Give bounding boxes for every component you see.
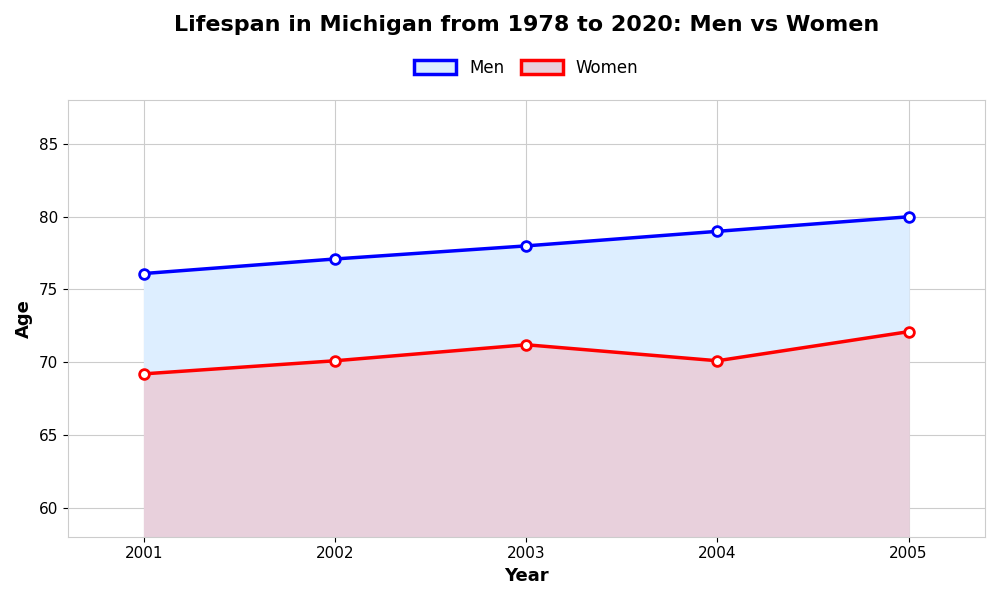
- X-axis label: Year: Year: [504, 567, 549, 585]
- Y-axis label: Age: Age: [15, 299, 33, 338]
- Legend: Men, Women: Men, Women: [407, 52, 645, 83]
- Title: Lifespan in Michigan from 1978 to 2020: Men vs Women: Lifespan in Michigan from 1978 to 2020: …: [174, 15, 879, 35]
